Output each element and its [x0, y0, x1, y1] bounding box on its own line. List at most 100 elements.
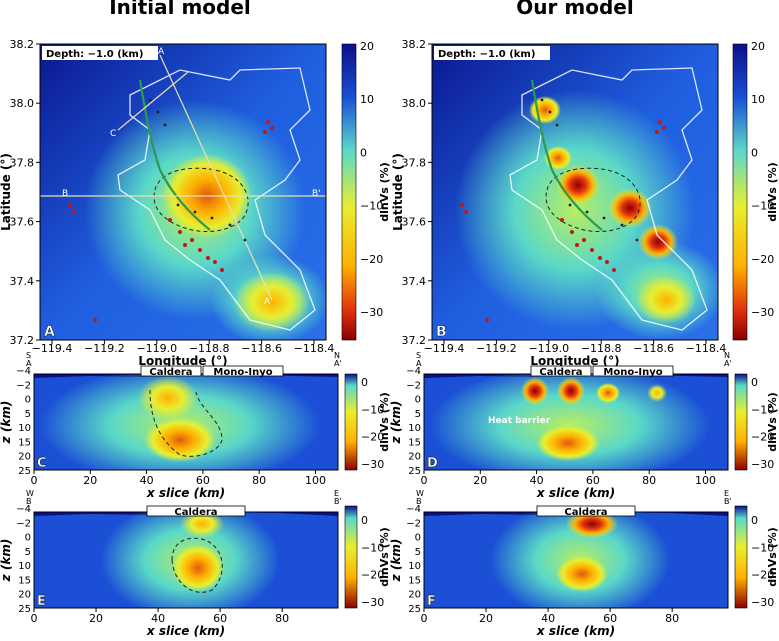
- section-c-start-label: A: [26, 359, 32, 368]
- map-b-ytick-label: 37.8: [402, 156, 427, 169]
- section-f-colorbar: [734, 505, 748, 609]
- map-a-label-c: C: [110, 129, 116, 139]
- map-b-xtick-label: −118.8: [581, 342, 622, 355]
- map-b-ytick-label: 37.2: [402, 334, 427, 347]
- section-d-caldera-label: Caldera: [539, 367, 582, 378]
- section-d-colorbar-tick: −10: [751, 403, 774, 416]
- map-a-colorbar-label: dlnVs (%): [378, 162, 391, 221]
- section-c-colorbar-tick: −20: [361, 431, 384, 444]
- section-d-ytick-label: −2: [406, 380, 421, 391]
- section-c-xtick-label: 20: [83, 474, 97, 487]
- section-c-anomaly-shallow: [138, 376, 198, 420]
- section-c-ylabel: z (km): [0, 401, 13, 445]
- map-a-xlabel: Longitude (°): [138, 354, 227, 368]
- section-e-caldera-label: Caldera: [174, 507, 217, 518]
- map-a-fault-line: [138, 79, 211, 231]
- map-b-seismicity-dark: [540, 98, 639, 242]
- section-f-colorbar-label: dlnVs (%): [766, 527, 779, 586]
- section-d-xtick-label: 80: [642, 474, 656, 487]
- map-a-colorbar-tick: −10: [360, 200, 383, 213]
- map-a-seismicity-dark: [148, 98, 247, 242]
- title-left: Initial model: [109, 0, 251, 19]
- section-f-xtick-label: 80: [665, 612, 679, 625]
- section-f-ytick-label: 20: [408, 590, 421, 601]
- section-d-anomaly-4: [647, 384, 667, 402]
- map-a-panel-letter: A: [44, 324, 55, 340]
- section-f-colorbar-tick: −30: [751, 596, 774, 609]
- map-a-profile-aa: [159, 54, 273, 301]
- section-e-ytick-label: −4: [16, 504, 31, 515]
- map-a-depth-box: [42, 46, 158, 60]
- section-c-panel-letter: C: [37, 456, 47, 471]
- section-f-anomaly-shallow: [566, 512, 618, 538]
- map-a-coverage-outline: [117, 67, 316, 331]
- section-panel-e: [34, 512, 338, 608]
- map-b-ytick-label: 38.2: [402, 38, 427, 51]
- section-e-anomaly-deep: [172, 544, 224, 592]
- section-f-colorbar-tick: 0: [751, 514, 758, 527]
- map-a-colorbar-tick: 20: [360, 40, 374, 53]
- map-a-ytick-label: 37.6: [10, 216, 35, 229]
- section-f-colorbar-tick: −20: [751, 569, 774, 582]
- section-d-xtick-label: 20: [473, 474, 487, 487]
- section-e-ytick-label: 25: [18, 604, 31, 615]
- section-c-xlabel: x slice (km): [146, 486, 225, 500]
- section-e-colorbar-tick: −30: [361, 596, 384, 609]
- map-b-colorbar: [732, 43, 748, 341]
- section-f-ytick-label: −2: [406, 518, 421, 529]
- section-d-mono-box: [592, 365, 674, 377]
- section-f-xtick-label: 60: [603, 612, 617, 625]
- section-e-xtick-label: 60: [213, 612, 227, 625]
- map-a-colorbar-tick: −30: [360, 306, 383, 319]
- section-e-end-dir: E: [334, 489, 339, 498]
- section-c-colorbar-tick: −30: [361, 458, 384, 471]
- map-a-ytick-label: 37.4: [10, 275, 35, 288]
- section-panel-f: [424, 512, 728, 608]
- map-b-ytick-label: 38.0: [402, 97, 427, 110]
- section-d-xtick-label: 60: [586, 474, 600, 487]
- section-panel-c: [34, 374, 338, 470]
- section-c-ytick-label: 10: [18, 423, 31, 434]
- section-e-topography: [34, 512, 338, 516]
- section-d-ytick-label: 5: [415, 409, 421, 420]
- section-d-end-label: A': [724, 359, 732, 368]
- section-e-end-label: B': [334, 497, 342, 506]
- section-d-ytick-label: −4: [406, 366, 421, 377]
- map-b-xtick-label: −119.0: [528, 342, 569, 355]
- map-a-xtick-label: −118.6: [241, 342, 282, 355]
- section-c-xtick-label: 40: [140, 474, 154, 487]
- map-a-seismicity: [68, 120, 274, 322]
- section-e-colorbar-tick: −20: [361, 569, 384, 582]
- section-e-contour: [171, 537, 223, 593]
- map-b-ytick-label: 37.6: [402, 216, 427, 229]
- map-b-fault-line: [530, 79, 603, 231]
- section-d-ytick-label: 15: [408, 437, 421, 448]
- map-b-anomaly-4: [638, 224, 678, 260]
- section-e-xlabel: x slice (km): [146, 624, 225, 638]
- map-b-colorbar-tick: −10: [751, 200, 774, 213]
- map-a-frame: [39, 43, 327, 341]
- section-f-ytick-label: 0: [415, 533, 421, 544]
- section-f-ytick-label: 5: [415, 547, 421, 558]
- section-d-panel-letter: D: [427, 456, 438, 471]
- section-d-start-label: A: [416, 359, 422, 368]
- map-b-panel-letter: B: [436, 324, 447, 340]
- section-e-xtick-label: 20: [89, 612, 103, 625]
- map-a-caldera-outline: [153, 167, 249, 233]
- map-a-xtick-label: −118.8: [189, 342, 230, 355]
- map-b-anomaly-5: [529, 96, 561, 124]
- section-d-end-dir: N: [724, 351, 730, 360]
- map-a-profile-cc: [117, 71, 189, 131]
- title-right: Our model: [516, 0, 633, 19]
- section-c-start-dir: S: [26, 351, 31, 360]
- section-c-ytick-label: 0: [25, 395, 31, 406]
- section-c-contour: [149, 389, 223, 457]
- section-d-heat-barrier: Heat barrier: [488, 416, 551, 426]
- section-d-xtick-label: 40: [530, 474, 544, 487]
- section-f-end-label: B': [724, 497, 732, 506]
- section-c-xtick-label: 0: [31, 474, 38, 487]
- section-f-ytick-label: −4: [406, 504, 421, 515]
- map-b-depth-label: Depth: −1.0 (km): [438, 49, 535, 60]
- map-b-frame: [431, 43, 719, 341]
- section-e-panel-letter: E: [37, 594, 46, 609]
